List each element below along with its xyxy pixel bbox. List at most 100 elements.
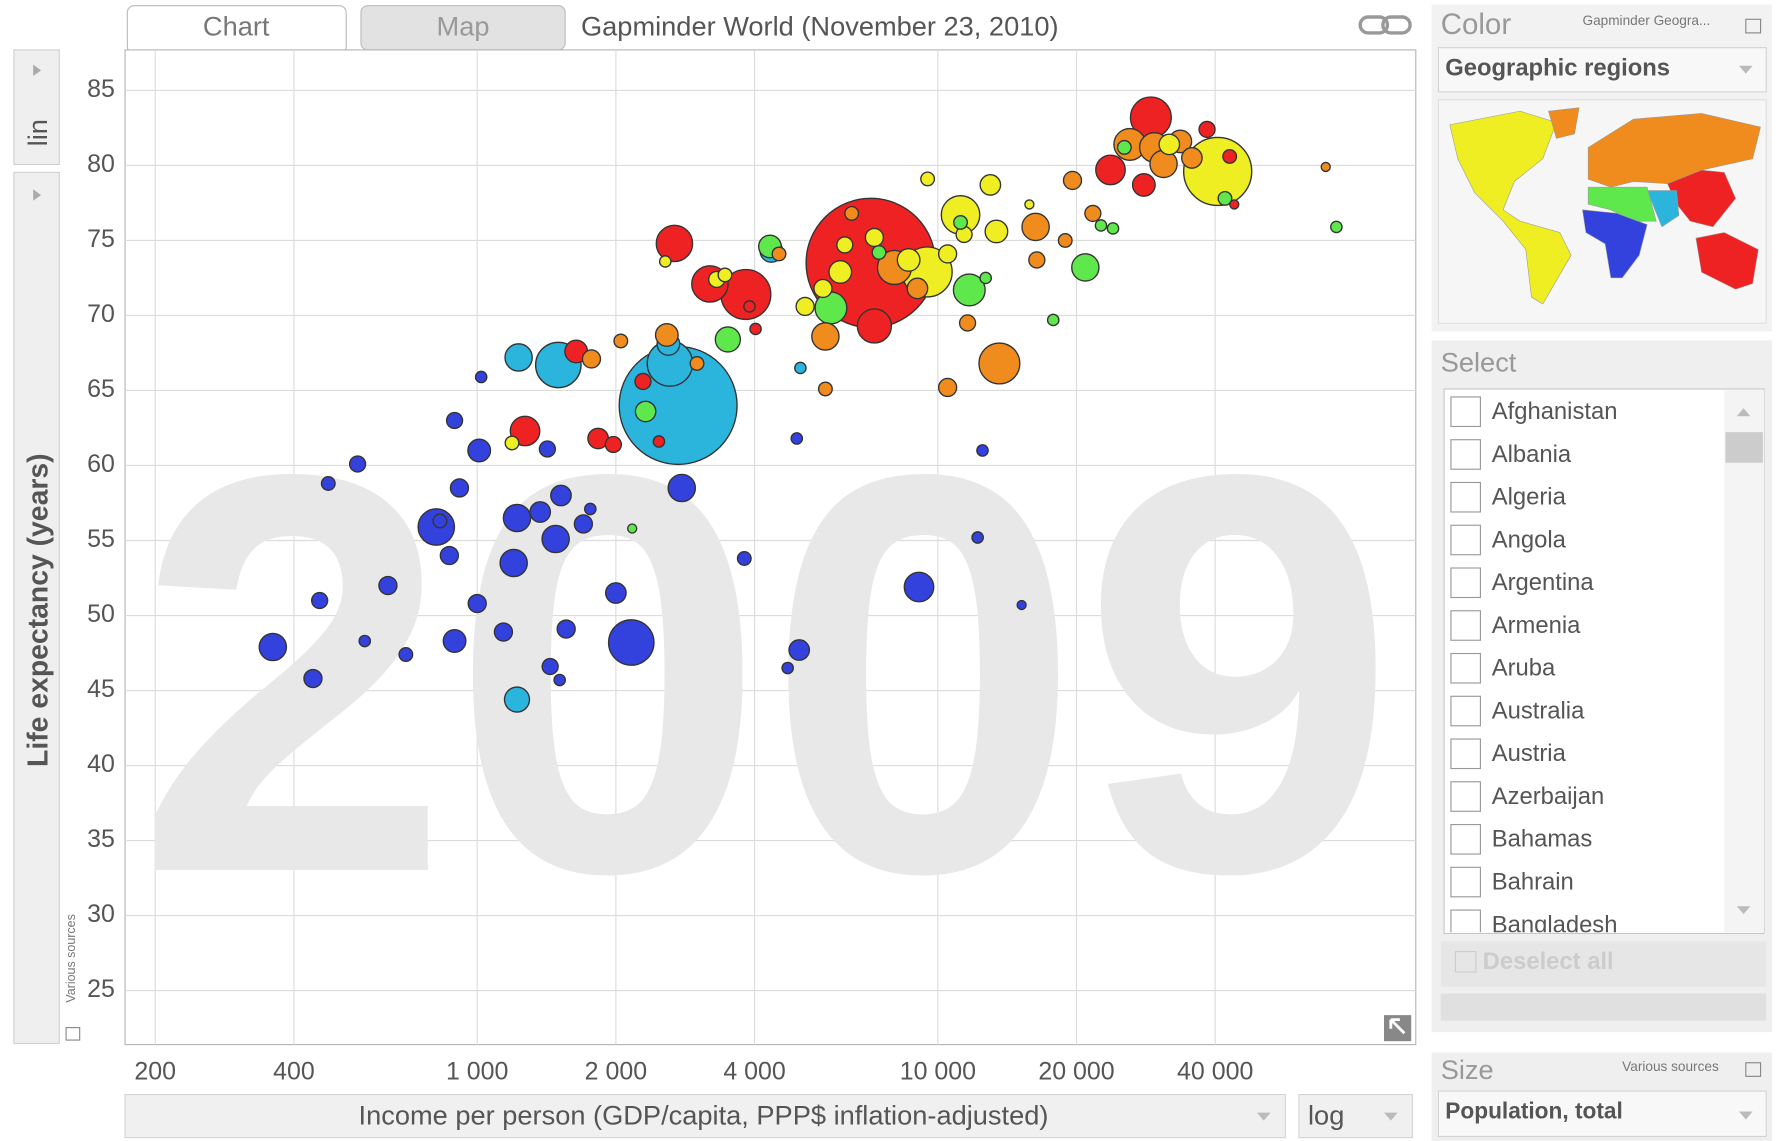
bubble[interactable] bbox=[667, 473, 697, 503]
scroll-up[interactable] bbox=[1736, 408, 1751, 417]
bubble[interactable] bbox=[529, 501, 552, 523]
bubble[interactable] bbox=[903, 571, 935, 603]
link-icon[interactable] bbox=[1358, 15, 1412, 35]
deselect-label[interactable]: Deselect all bbox=[1483, 948, 1614, 975]
bubble[interactable] bbox=[952, 273, 986, 307]
bubble[interactable] bbox=[445, 411, 464, 430]
dropdown-value[interactable]: Population, total bbox=[1445, 1098, 1623, 1124]
bubble[interactable] bbox=[358, 634, 372, 648]
x-scale[interactable]: log bbox=[1308, 1099, 1344, 1130]
bubble[interactable] bbox=[1016, 599, 1027, 611]
bubble[interactable] bbox=[1021, 212, 1050, 242]
bubble[interactable] bbox=[504, 343, 533, 372]
y-scale[interactable]: lin bbox=[22, 119, 53, 146]
bubble[interactable] bbox=[979, 174, 1002, 196]
deselect-button[interactable] bbox=[1440, 941, 1767, 987]
x-axis-label[interactable]: Income per person (GDP/capita, PPP$ infl… bbox=[359, 1099, 1049, 1130]
bubble[interactable] bbox=[1116, 139, 1132, 155]
bubble[interactable] bbox=[971, 531, 984, 544]
bubble[interactable] bbox=[652, 435, 666, 448]
bubble[interactable] bbox=[320, 476, 336, 491]
bubble[interactable] bbox=[1024, 199, 1035, 210]
bubble[interactable] bbox=[1094, 219, 1108, 232]
checkbox[interactable] bbox=[1450, 823, 1481, 855]
bubble[interactable] bbox=[493, 622, 514, 642]
bubble[interactable] bbox=[573, 514, 594, 534]
checkbox[interactable] bbox=[1450, 652, 1481, 684]
x-axis-selector[interactable] bbox=[124, 1093, 1286, 1139]
checkbox[interactable] bbox=[1450, 866, 1481, 898]
bubble[interactable] bbox=[1217, 190, 1233, 206]
bubble[interactable] bbox=[541, 524, 570, 554]
checkbox[interactable] bbox=[1450, 738, 1481, 770]
checkbox[interactable] bbox=[1450, 439, 1481, 470]
bubble[interactable] bbox=[864, 227, 885, 248]
bubble[interactable] bbox=[538, 440, 557, 458]
country-name[interactable]: Azerbaijan bbox=[1492, 783, 1604, 810]
country-name[interactable]: Albania bbox=[1492, 441, 1572, 468]
bubble[interactable] bbox=[937, 244, 958, 264]
bubble[interactable] bbox=[311, 591, 329, 610]
bubble[interactable] bbox=[303, 668, 323, 689]
bubble[interactable] bbox=[795, 296, 815, 317]
bubble[interactable] bbox=[378, 575, 398, 596]
bubble[interactable] bbox=[1084, 204, 1102, 223]
bubble[interactable] bbox=[1229, 199, 1240, 210]
bubble[interactable] bbox=[604, 582, 627, 604]
bubble[interactable] bbox=[736, 551, 752, 566]
bubble[interactable] bbox=[920, 171, 936, 187]
country-name[interactable]: Algeria bbox=[1492, 484, 1567, 511]
bubble[interactable] bbox=[613, 333, 629, 349]
bubble[interactable] bbox=[634, 372, 652, 391]
bubble[interactable] bbox=[979, 271, 993, 285]
bubble[interactable] bbox=[856, 308, 893, 344]
bubble[interactable] bbox=[1046, 313, 1060, 327]
bubble[interactable] bbox=[896, 247, 921, 272]
bubble[interactable] bbox=[794, 361, 807, 375]
bubble[interactable] bbox=[258, 632, 288, 662]
bubble[interactable] bbox=[449, 478, 470, 498]
country-name[interactable]: Bahrain bbox=[1492, 868, 1574, 895]
bubble[interactable] bbox=[1095, 154, 1126, 186]
bubble[interactable] bbox=[556, 619, 576, 639]
country-name[interactable]: Argentina bbox=[1492, 569, 1595, 596]
bubble[interactable] bbox=[504, 435, 520, 451]
scrollbar[interactable] bbox=[1724, 390, 1764, 933]
bubble[interactable] bbox=[467, 438, 492, 463]
bubble[interactable] bbox=[976, 444, 989, 457]
checkbox[interactable] bbox=[1450, 567, 1481, 599]
bubble[interactable] bbox=[871, 244, 887, 260]
dropdown-value[interactable]: Geographic regions bbox=[1445, 54, 1670, 81]
bubble[interactable] bbox=[1158, 133, 1181, 156]
bubble[interactable] bbox=[581, 349, 602, 369]
bubble[interactable] bbox=[811, 322, 840, 351]
table-icon[interactable] bbox=[1745, 1062, 1762, 1077]
tab-label[interactable]: Chart bbox=[203, 11, 270, 42]
bubble[interactable] bbox=[953, 214, 969, 230]
bubble[interactable] bbox=[1198, 120, 1216, 139]
checkbox[interactable] bbox=[1450, 695, 1481, 727]
country-name[interactable]: Bangladesh bbox=[1492, 911, 1618, 938]
bubble[interactable] bbox=[743, 300, 756, 313]
bubble[interactable] bbox=[906, 277, 929, 300]
bubble[interactable] bbox=[442, 629, 467, 653]
bubble[interactable] bbox=[781, 661, 794, 675]
bubble[interactable] bbox=[439, 545, 460, 566]
bubble[interactable] bbox=[655, 224, 694, 263]
bubble[interactable] bbox=[607, 619, 655, 666]
bubble[interactable] bbox=[502, 503, 532, 533]
country-name[interactable]: Austria bbox=[1492, 740, 1567, 767]
checkbox[interactable] bbox=[1450, 610, 1481, 641]
bubble[interactable] bbox=[836, 236, 854, 254]
tab-label[interactable]: Map bbox=[437, 11, 490, 42]
country-name[interactable]: Angola bbox=[1492, 526, 1567, 553]
bubble[interactable] bbox=[749, 322, 762, 336]
checkbox[interactable] bbox=[1450, 909, 1481, 939]
bubble[interactable] bbox=[550, 484, 572, 507]
bubble[interactable] bbox=[1131, 172, 1156, 197]
bubble[interactable] bbox=[1071, 253, 1100, 282]
checkbox[interactable] bbox=[1450, 481, 1481, 513]
bubble[interactable] bbox=[467, 593, 487, 614]
bubble[interactable] bbox=[844, 205, 860, 221]
bubble[interactable] bbox=[817, 381, 833, 397]
